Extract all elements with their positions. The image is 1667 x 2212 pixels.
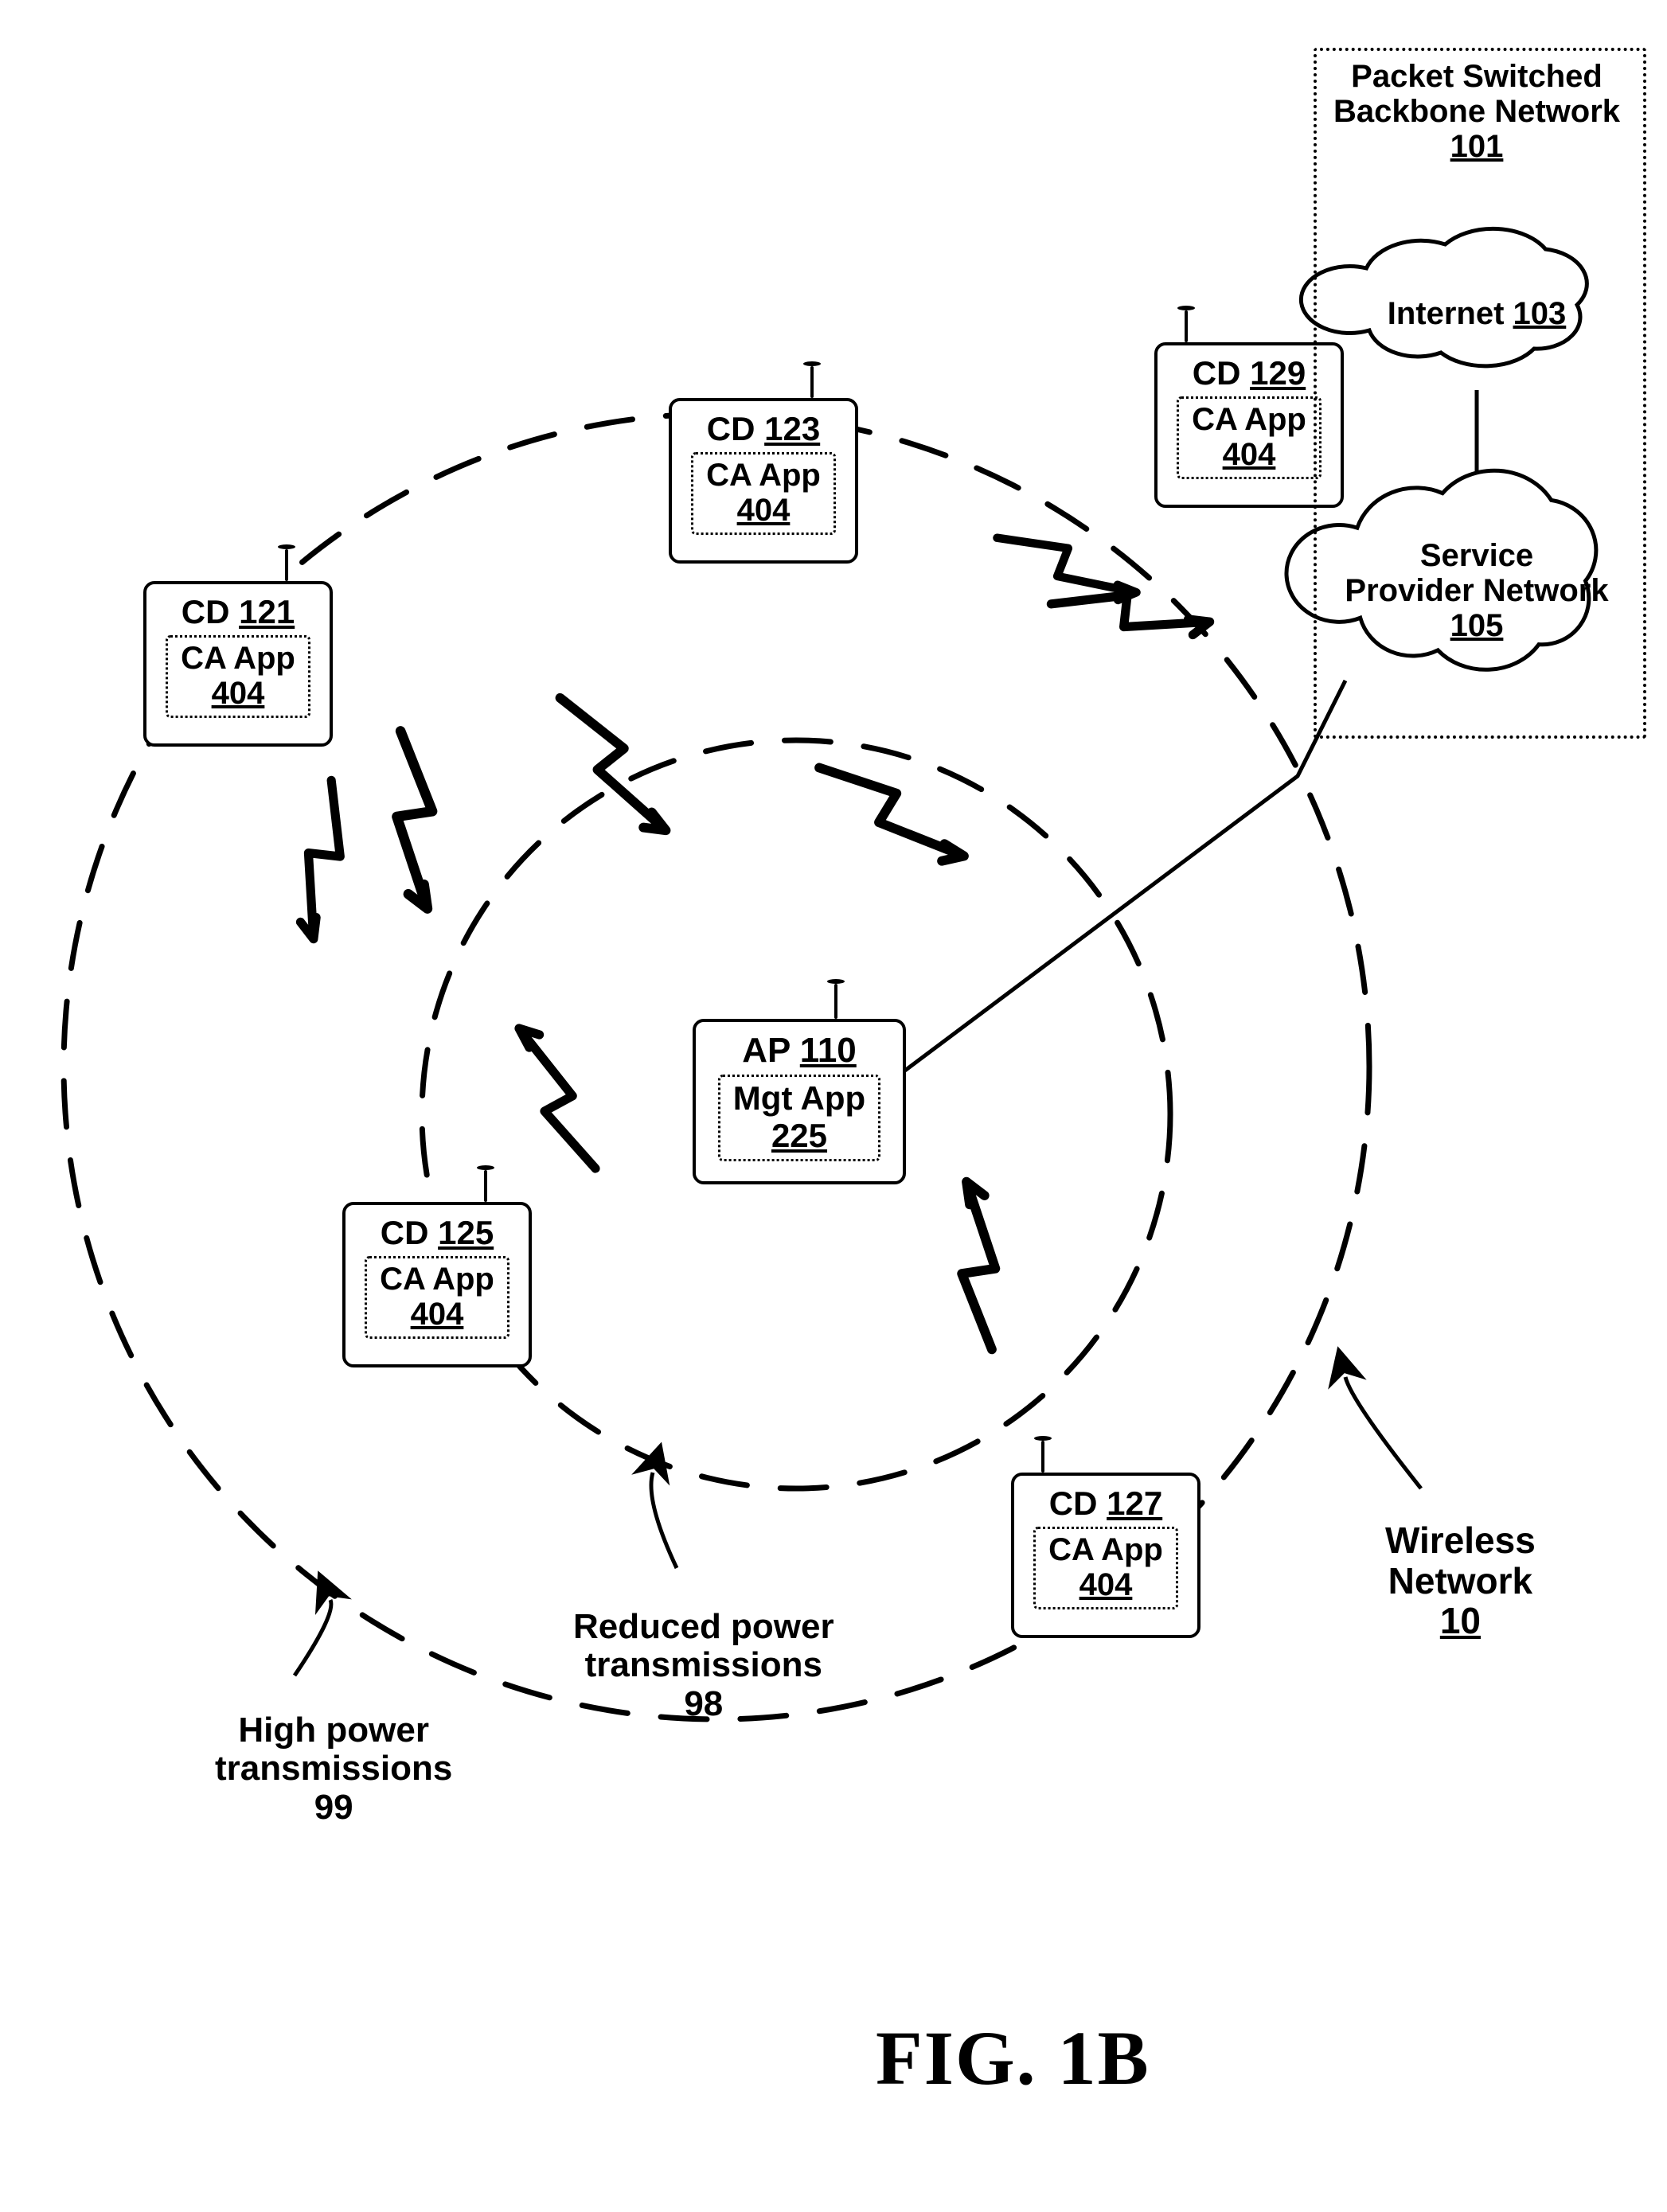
rf-bolt-icon <box>346 731 481 909</box>
cd125-title: CD 125 <box>346 1215 529 1251</box>
leader-arrow <box>295 1600 331 1676</box>
ap-antenna <box>834 984 837 1019</box>
cd129-antenna <box>1185 310 1188 342</box>
cd127-title: CD 127 <box>1014 1485 1197 1522</box>
cd129-ca-app-box: CA App404 <box>1177 396 1321 479</box>
cd121-ca-app-box: CA App404 <box>166 635 310 718</box>
cd121-title: CD 121 <box>146 594 330 630</box>
cd125-node: CD 125 CA App404 <box>342 1202 532 1367</box>
rf-bolt-icon <box>915 1182 1043 1350</box>
rf-bolt-icon <box>519 1028 595 1168</box>
service-provider-label: ServiceProvider Network105 <box>1325 538 1628 643</box>
cd127-antenna <box>1041 1441 1044 1473</box>
rf-bolt-icon <box>251 780 394 938</box>
wireless-network-label: WirelessNetwork10 <box>1385 1520 1536 1641</box>
cd127-ca-app-box: CA App404 <box>1033 1527 1178 1609</box>
ap-title: AP 110 <box>696 1032 903 1070</box>
cd125-ca-app-box: CA App404 <box>365 1256 509 1339</box>
ap-node: AP 110 Mgt App225 <box>693 1019 906 1184</box>
leader-arrow <box>651 1473 677 1568</box>
backbone-title: Packet SwitchedBackbone Network 101 <box>1321 59 1632 164</box>
leader-arrow <box>1345 1377 1421 1488</box>
cd121-antenna <box>285 549 288 581</box>
cd123-ca-app-box: CA App404 <box>691 452 836 535</box>
cd121-node: CD 121 CA App404 <box>143 581 333 747</box>
cd123-node: CD 123 CA App404 <box>669 398 858 564</box>
cd127-node: CD 127 CA App404 <box>1011 1473 1200 1638</box>
stage: AP 110 Mgt App225 CD 121 CA App404 CD 123 CA … <box>0 0 1667 2212</box>
rf-bolt-icon <box>560 684 666 845</box>
internet-label: Internet 103 <box>1333 296 1620 331</box>
cd125-antenna <box>484 1170 487 1202</box>
figure-label: FIG. 1B <box>876 2014 1150 2102</box>
high-power-label: High powertransmissions99 <box>215 1711 452 1827</box>
reduced-power-label: Reduced powertransmissions98 <box>573 1608 834 1723</box>
cd123-title: CD 123 <box>672 411 855 447</box>
cd123-antenna <box>810 366 814 398</box>
ap-mgt-app-box: Mgt App225 <box>718 1075 880 1161</box>
